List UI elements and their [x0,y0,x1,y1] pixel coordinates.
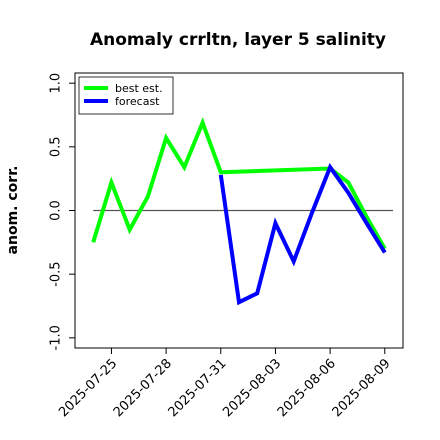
legend-label: best est. [115,82,163,95]
series-line-forecast [218,163,387,306]
y-tick-label: -1.0 [49,325,64,350]
series-line-best-est [91,117,387,250]
plot-area: -1.0-0.50.00.51.02025-07-252025-07-28202… [49,72,404,420]
y-tick-label: 0.5 [49,136,64,157]
legend: best est.forecast [78,76,174,115]
y-tick-label: 1.0 [49,73,64,94]
legend-label: forecast [115,95,160,108]
x-tick-label: 2025-08-09 [330,356,394,420]
y-tick-label: 0.0 [49,200,64,221]
y-tick-label: -0.5 [49,261,64,286]
chart-title: Anomaly crrltn, layer 5 salinity [90,30,386,50]
legend-box [78,76,174,115]
y-axis-label: anom. corr. [5,166,21,255]
